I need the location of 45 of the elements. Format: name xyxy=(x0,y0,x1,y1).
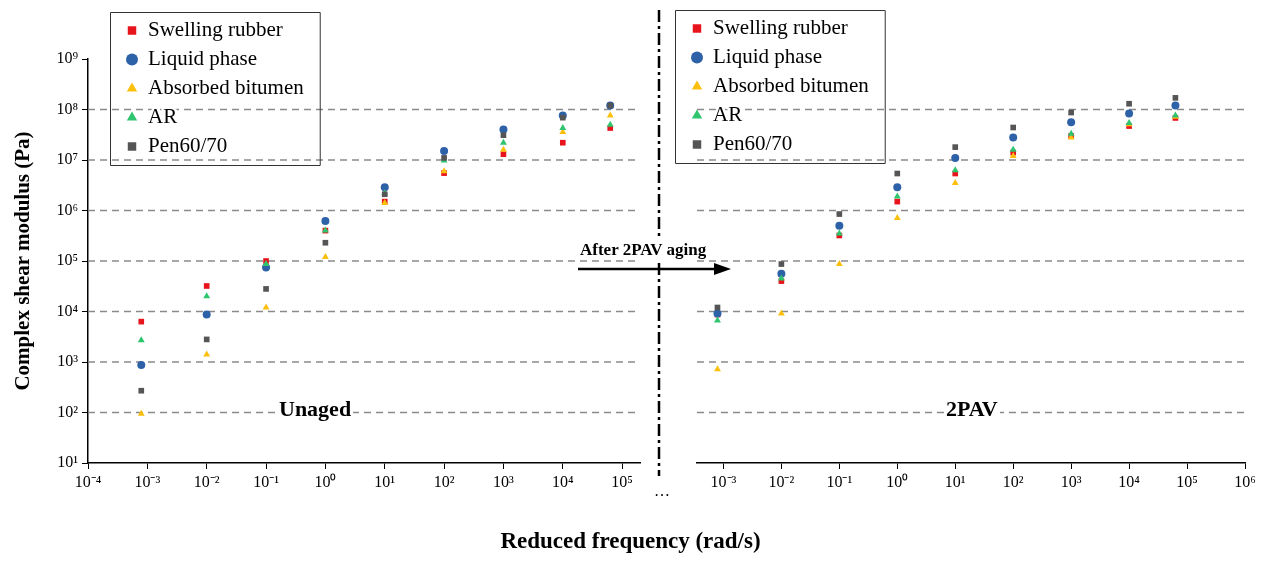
y-tick-label: 10⁴ xyxy=(56,301,79,319)
legend-label: Pen60/70 xyxy=(713,131,793,156)
x-tick-label: 10⁻⁴ xyxy=(74,472,102,490)
legend-label: Absorbed bitumen xyxy=(148,75,305,100)
x-axis-title: Reduced frequency (rad/s) xyxy=(499,528,762,554)
legend-label: Absorbed bitumen xyxy=(713,73,870,98)
x-tick-label: 10³ xyxy=(1060,472,1082,490)
annotation: Unaged xyxy=(277,396,354,422)
annotation: 2PAV xyxy=(944,396,1000,422)
y-tick-label: 10⁵ xyxy=(56,251,78,269)
x-tick-label: 10⁵ xyxy=(1176,472,1198,490)
x-tick-label: 10⁻² xyxy=(768,472,795,490)
x-tick-label: 10⁵ xyxy=(611,472,633,490)
x-tick-label: 10² xyxy=(1002,472,1024,490)
legend-label: AR xyxy=(148,104,178,129)
x-tick-label: 10² xyxy=(433,472,455,490)
x-tick-label: 10⁰ xyxy=(886,472,909,490)
legend-label: Swelling rubber xyxy=(713,15,848,40)
legend-label: Swelling rubber xyxy=(148,17,283,42)
legend-label: AR xyxy=(713,102,743,127)
legend-label: Liquid phase xyxy=(148,46,258,71)
x-tick-label: 10⁰ xyxy=(314,472,337,490)
x-tick-label: 10⁻¹ xyxy=(253,472,280,490)
x-tick-label: 10⁻² xyxy=(193,472,220,490)
x-tick-label: 10⁶ xyxy=(1234,472,1256,490)
y-tick-label: 10³ xyxy=(57,352,79,370)
y-tick-label: 10⁹ xyxy=(56,49,79,67)
y-tick-label: 10⁶ xyxy=(56,200,78,218)
x-tick-label: 10⁴ xyxy=(1118,472,1141,490)
annotation: After 2PAV aging xyxy=(578,240,709,260)
x-tick-label: 10⁴ xyxy=(552,472,574,490)
x-tick-label: 10¹ xyxy=(944,472,966,490)
x-tick-label: 10⁻¹ xyxy=(826,472,853,490)
x-tick-label: 10⁻³ xyxy=(710,472,737,490)
x-tick-label: 10³ xyxy=(493,472,515,490)
y-tick-label: 10⁷ xyxy=(56,150,78,168)
y-tick-label: 10² xyxy=(57,402,79,420)
legend-label: Pen60/70 xyxy=(148,133,228,158)
text: … xyxy=(652,482,672,500)
y-tick-label: 10¹ xyxy=(57,453,79,471)
legend-label: Liquid phase xyxy=(713,44,823,69)
y-tick-label: 10⁸ xyxy=(56,99,78,117)
y-axis-title: Complex shear modulus (Pa) xyxy=(9,131,35,391)
x-tick-label: 10¹ xyxy=(374,472,396,490)
x-tick-label: 10⁻³ xyxy=(134,472,161,490)
